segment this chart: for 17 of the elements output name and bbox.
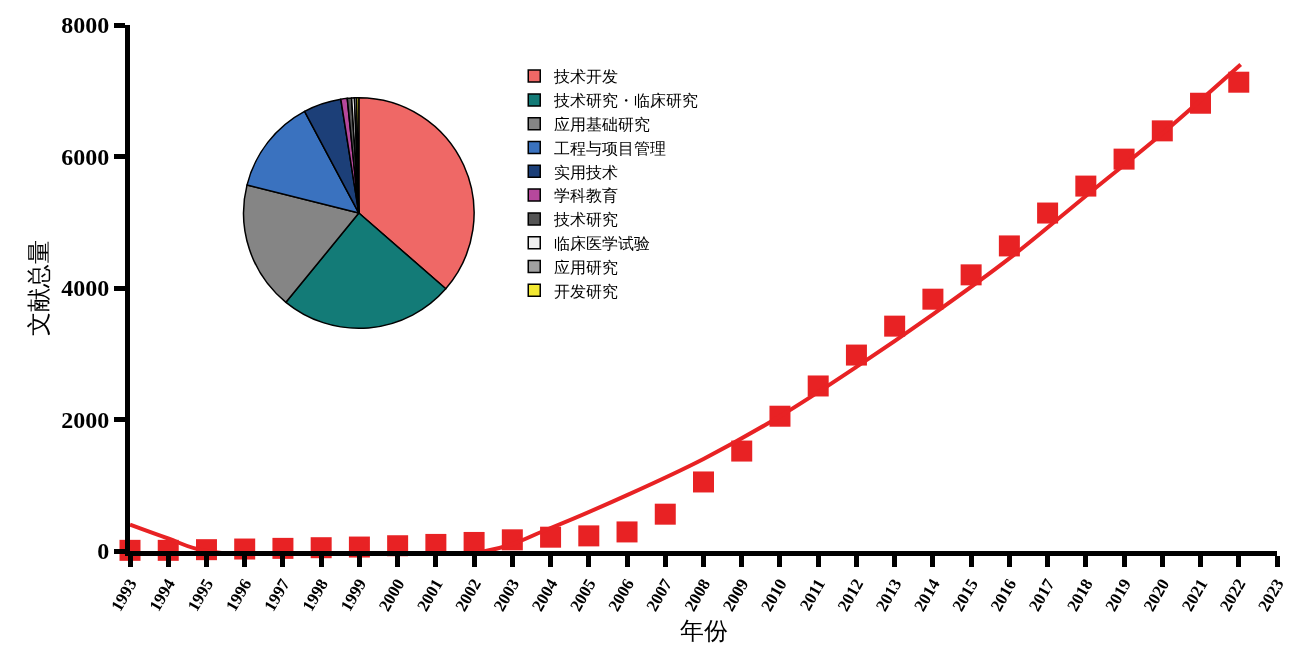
legend-label: 实用技术 <box>554 162 619 182</box>
y-tick-label: 0 <box>97 538 110 565</box>
legend-label: 应用基础研究 <box>554 114 651 134</box>
y-tick-label: 4000 <box>61 275 110 302</box>
y-axis-title: 文献总量 <box>25 240 54 336</box>
y-tick-label: 2000 <box>61 406 110 433</box>
legend-label: 技术研究・临床研究 <box>553 91 699 111</box>
legend-label: 应用研究 <box>554 257 619 277</box>
legend-label: 开发研究 <box>554 281 619 301</box>
y-tick-label: 8000 <box>61 12 110 39</box>
legend-label: 临床医学试验 <box>554 233 651 253</box>
legend-label: 学科教育 <box>554 186 619 206</box>
x-axis-title: 年份 <box>679 616 728 645</box>
legend-label: 工程与项目管理 <box>554 138 667 158</box>
legend-label: 技术开发 <box>553 67 619 87</box>
y-tick-label: 6000 <box>61 143 110 170</box>
legend-label: 技术研究 <box>553 210 619 230</box>
